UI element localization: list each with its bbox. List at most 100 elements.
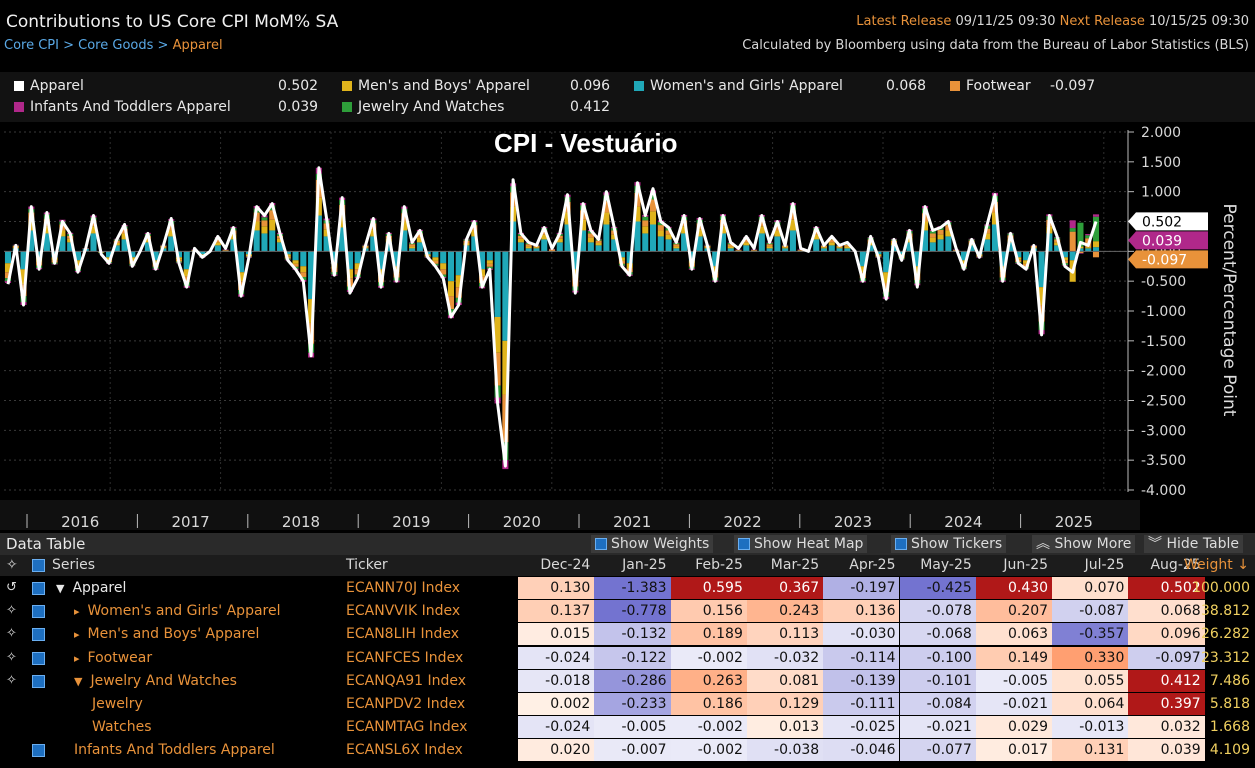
- show-more-button[interactable]: ︽ Show More: [1032, 535, 1136, 553]
- legend-item-footwear[interactable]: Footwear -0.097: [950, 78, 1095, 94]
- table-row[interactable]: ✧ ▸ Footwear ECANFCES Index -0.024 -0.122 -0.0…: [0, 646, 1255, 670]
- bar-segment: [945, 236, 952, 252]
- col-header-month[interactable]: Jul-25: [1084, 557, 1125, 573]
- value-cell: -0.286: [594, 669, 671, 692]
- ticker[interactable]: ECANSL6X Index: [346, 742, 463, 759]
- bar-segment: [308, 251, 315, 300]
- row-checkbox[interactable]: [32, 605, 45, 619]
- bar-segment: [634, 206, 641, 222]
- series-name[interactable]: Infants And Toddlers Apparel: [74, 742, 275, 759]
- series-name[interactable]: Jewelry: [92, 696, 143, 712]
- bar-segment: [984, 239, 991, 252]
- col-header-month[interactable]: May-25: [920, 557, 972, 573]
- series-name[interactable]: ▼ Jewelry And Watches: [74, 672, 237, 689]
- bar-segment: [261, 220, 268, 227]
- table-row[interactable]: Jewelry ECANPDV2 Index 0.002 -0.233 0.186 0.1…: [0, 693, 1255, 716]
- value-cell: 0.397: [1128, 693, 1205, 715]
- bar-segment: [416, 242, 423, 252]
- bar-segment: [665, 239, 672, 252]
- bar-segment: [541, 239, 548, 252]
- ticker[interactable]: ECANQA91 Index: [346, 672, 467, 689]
- table-row[interactable]: ✧ ▸ Women's and Girls' Apparel ECANVVIK Ind…: [0, 600, 1255, 623]
- legend-item-womens[interactable]: Women's and Girls' Apparel 0.068: [634, 78, 926, 94]
- bar-segment: [370, 236, 377, 252]
- row-checkbox[interactable]: [32, 582, 45, 595]
- col-header-series[interactable]: Series: [52, 557, 96, 573]
- row-checkbox[interactable]: [32, 628, 45, 642]
- undo-icon[interactable]: ↺: [6, 580, 17, 595]
- bar-segment: [494, 251, 501, 317]
- col-header-month[interactable]: Apr-25: [849, 557, 896, 573]
- bar-segment: [152, 251, 159, 261]
- expand-arrow-icon[interactable]: ▸: [74, 651, 80, 665]
- bar-segment: [883, 282, 890, 292]
- table-row[interactable]: ✧ ▸ Men's and Boys' Apparel ECAN8LIH Index 0…: [0, 623, 1255, 646]
- bar-segment: [937, 239, 944, 252]
- breadcrumb-core-cpi[interactable]: Core CPI: [4, 38, 59, 53]
- settings-icon[interactable]: ✧: [6, 649, 17, 665]
- legend-label: Women's and Girls' Apparel: [650, 78, 843, 94]
- ticker[interactable]: ECANN70J Index: [346, 580, 461, 596]
- expand-arrow-icon[interactable]: ▼: [56, 582, 65, 595]
- show-tickers-toggle[interactable]: Show Tickers: [891, 535, 1007, 553]
- col-header-month[interactable]: Jun-25: [1003, 557, 1049, 573]
- x-tick-label: 2023: [834, 513, 872, 531]
- ticker[interactable]: ECANMTAG Index: [346, 719, 468, 736]
- table-row[interactable]: Infants And Toddlers Apparel ECANSL6X Ind…: [0, 739, 1255, 762]
- ticker[interactable]: ECANFCES Index: [346, 649, 464, 666]
- settings-icon[interactable]: ✧: [6, 603, 17, 619]
- x-tick-label: 2020: [503, 513, 541, 531]
- show-heat-map-toggle[interactable]: Show Heat Map: [734, 535, 868, 553]
- value-cell: -0.114: [823, 646, 900, 669]
- expand-arrow-icon[interactable]: ▸: [74, 628, 80, 642]
- col-header-month[interactable]: Jan-25: [622, 557, 667, 573]
- row-checkbox[interactable]: [32, 651, 45, 665]
- series-name[interactable]: ▸ Footwear: [74, 649, 153, 666]
- series-name[interactable]: ▼ Apparel: [56, 580, 127, 596]
- ticker[interactable]: ECANVVIK Index: [346, 603, 461, 620]
- bar-segment: [409, 248, 416, 252]
- month-headers: Dec-24 Jan-25 Feb-25 Mar-25 Apr-25 May-25 Jun-…: [0, 555, 1255, 576]
- col-header-weight[interactable]: Weight ↓: [1184, 557, 1249, 573]
- col-header-month[interactable]: Dec-24: [540, 557, 591, 573]
- bar-segment: [261, 233, 268, 252]
- legend-item-mens[interactable]: Men's and Boys' Apparel 0.096: [342, 78, 610, 94]
- col-header-month[interactable]: Feb-25: [695, 557, 743, 573]
- bar-segment: [595, 242, 602, 246]
- stacked-bar-line-chart[interactable]: 2.0001.5001.0000.5000.000-0.500-1.000-1.…: [0, 122, 1255, 532]
- ticker[interactable]: ECANPDV2 Index: [346, 696, 466, 712]
- value-cell: -0.038: [746, 739, 824, 762]
- series-name[interactable]: ▸ Women's and Girls' Apparel: [74, 603, 281, 620]
- bar-segment: [587, 242, 594, 252]
- expand-arrow-icon[interactable]: ▼: [74, 674, 83, 688]
- settings-icon[interactable]: ✧: [6, 626, 17, 642]
- ticker[interactable]: ECAN8LIH Index: [346, 626, 460, 643]
- weight-cell: 1.668: [1209, 719, 1250, 736]
- value-cell: -0.122: [594, 646, 671, 669]
- legend-item-apparel[interactable]: Apparel 0.502: [14, 78, 318, 94]
- breadcrumb-core-goods[interactable]: Core Goods: [78, 38, 154, 53]
- legend-item-infants[interactable]: Infants And Toddlers Apparel 0.039: [14, 99, 318, 115]
- show-weights-toggle[interactable]: Show Weights: [591, 535, 714, 553]
- bar-segment: [276, 238, 284, 243]
- hide-table-button[interactable]: ︾ Hide Table: [1144, 535, 1244, 553]
- col-header-month[interactable]: Mar-25: [770, 557, 820, 573]
- settings-icon[interactable]: ✧: [6, 557, 18, 573]
- table-row[interactable]: ↺ ▼ Apparel ECANN70J Index 0.130 -1.383 0.595 0…: [0, 577, 1255, 600]
- legend-item-jewelry[interactable]: Jewelry And Watches 0.412: [342, 99, 610, 115]
- col-header-ticker[interactable]: Ticker: [346, 557, 388, 573]
- table-row[interactable]: Watches ECANMTAG Index -0.024 -0.005 -0.002 0…: [0, 716, 1255, 739]
- col-header-month[interactable]: Aug-25: [1150, 557, 1201, 573]
- bar-segment: [727, 248, 734, 252]
- expand-arrow-icon[interactable]: ▸: [74, 605, 80, 619]
- table-row[interactable]: ✧ ▼ Jewelry And Watches ECANQA91 Index -0.01…: [0, 669, 1255, 693]
- settings-icon[interactable]: ✧: [6, 672, 17, 688]
- sort-down-icon: ↓: [1237, 557, 1249, 573]
- series-name[interactable]: ▸ Men's and Boys' Apparel: [74, 626, 260, 643]
- series-name[interactable]: Watches: [92, 719, 152, 736]
- value-cell: -0.018: [518, 669, 595, 692]
- row-checkbox[interactable]: [32, 744, 45, 758]
- row-checkbox[interactable]: [32, 674, 45, 688]
- bar-segment: [649, 211, 657, 225]
- select-all-checkbox[interactable]: [32, 559, 45, 572]
